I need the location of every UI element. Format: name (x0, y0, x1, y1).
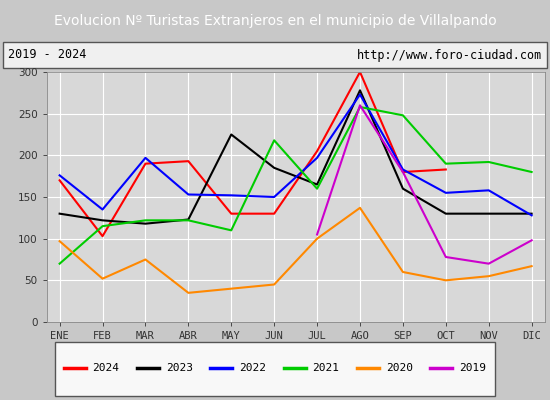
Bar (3, 42, 547, 68)
Text: 2020: 2020 (386, 363, 412, 373)
Text: 2023: 2023 (166, 363, 192, 373)
Text: 2019: 2019 (459, 363, 486, 373)
Text: 2024: 2024 (92, 363, 119, 373)
Text: http://www.foro-ciudad.com: http://www.foro-ciudad.com (356, 48, 542, 62)
Text: 2021: 2021 (312, 363, 339, 373)
Text: 2022: 2022 (239, 363, 266, 373)
Text: 2019 - 2024: 2019 - 2024 (8, 48, 87, 62)
Text: Evolucion Nº Turistas Extranjeros en el municipio de Villalpando: Evolucion Nº Turistas Extranjeros en el … (54, 14, 496, 28)
